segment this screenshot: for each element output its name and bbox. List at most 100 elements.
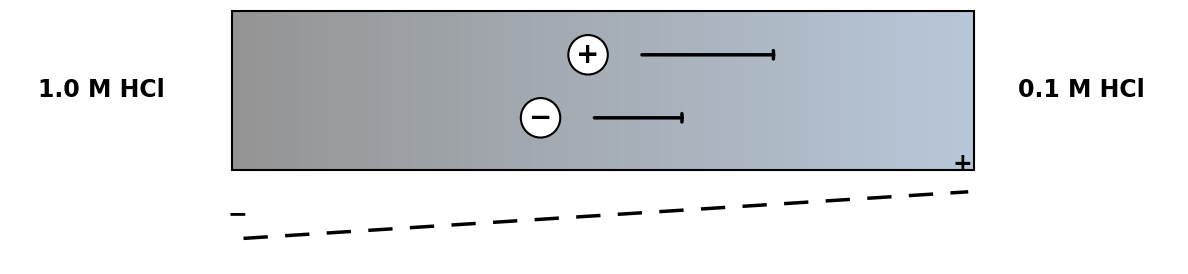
Bar xyxy=(853,11,855,170)
Bar xyxy=(284,11,286,170)
Bar xyxy=(807,11,809,170)
Bar xyxy=(937,11,940,170)
Bar xyxy=(756,11,758,170)
Bar xyxy=(265,11,267,170)
Bar xyxy=(479,11,481,170)
Bar xyxy=(965,11,967,170)
Bar xyxy=(255,11,258,170)
Bar xyxy=(858,11,860,170)
Bar xyxy=(615,11,618,170)
Bar xyxy=(862,11,865,170)
Bar xyxy=(664,11,666,170)
Bar xyxy=(607,11,609,170)
Bar xyxy=(251,11,253,170)
Bar xyxy=(627,11,630,170)
Bar xyxy=(670,11,672,170)
Bar xyxy=(271,11,273,170)
Bar xyxy=(380,11,383,170)
Bar xyxy=(874,11,877,170)
Bar xyxy=(334,11,336,170)
Bar xyxy=(872,11,874,170)
Bar xyxy=(614,11,617,170)
Bar xyxy=(353,11,355,170)
Bar xyxy=(539,11,542,170)
Bar xyxy=(390,11,392,170)
Bar xyxy=(803,11,805,170)
Bar xyxy=(304,11,307,170)
Bar xyxy=(318,11,321,170)
Bar xyxy=(697,11,700,170)
Bar xyxy=(666,11,669,170)
Bar xyxy=(442,11,444,170)
Bar xyxy=(883,11,885,170)
Bar xyxy=(569,11,571,170)
Bar xyxy=(328,11,330,170)
Bar xyxy=(895,11,897,170)
Bar xyxy=(315,11,317,170)
Bar xyxy=(242,11,245,170)
Bar xyxy=(239,11,241,170)
Bar xyxy=(264,11,266,170)
Bar xyxy=(383,11,385,170)
Bar xyxy=(905,11,908,170)
Bar xyxy=(911,11,914,170)
Bar xyxy=(526,11,530,170)
Bar xyxy=(782,11,784,170)
Bar xyxy=(881,11,884,170)
Bar xyxy=(859,11,861,170)
Bar xyxy=(772,11,775,170)
Bar xyxy=(628,11,631,170)
Bar xyxy=(285,11,287,170)
Bar xyxy=(763,11,765,170)
Bar xyxy=(785,11,788,170)
Bar xyxy=(577,11,580,170)
Bar xyxy=(658,11,661,170)
Bar xyxy=(747,11,750,170)
Bar xyxy=(259,11,261,170)
Ellipse shape xyxy=(520,98,561,138)
Bar xyxy=(599,11,601,170)
Bar xyxy=(532,11,535,170)
Bar xyxy=(866,11,868,170)
Bar xyxy=(716,11,719,170)
Bar xyxy=(588,11,590,170)
Bar xyxy=(718,11,720,170)
Bar xyxy=(248,11,251,170)
Bar xyxy=(291,11,293,170)
Bar xyxy=(789,11,791,170)
Bar xyxy=(954,11,956,170)
Bar xyxy=(311,11,314,170)
Bar xyxy=(378,11,381,170)
Bar xyxy=(579,11,581,170)
Bar xyxy=(314,11,316,170)
Bar xyxy=(393,11,396,170)
Bar xyxy=(802,11,804,170)
Bar xyxy=(321,11,323,170)
Bar xyxy=(777,11,779,170)
Ellipse shape xyxy=(568,35,608,75)
Bar xyxy=(466,11,468,170)
Bar xyxy=(459,11,461,170)
Bar xyxy=(790,11,792,170)
Bar xyxy=(367,11,369,170)
Bar xyxy=(688,11,690,170)
Bar xyxy=(571,11,574,170)
Bar xyxy=(529,11,531,170)
Bar xyxy=(531,11,533,170)
Bar xyxy=(963,11,966,170)
Bar xyxy=(267,11,270,170)
Bar xyxy=(564,11,567,170)
Bar xyxy=(960,11,962,170)
Bar xyxy=(701,11,703,170)
Bar xyxy=(430,11,432,170)
Bar xyxy=(645,11,649,170)
Bar xyxy=(317,11,320,170)
Bar xyxy=(620,11,623,170)
Bar xyxy=(707,11,709,170)
Bar xyxy=(703,11,706,170)
Bar xyxy=(734,11,737,170)
Bar xyxy=(463,11,466,170)
Bar xyxy=(820,11,822,170)
Bar xyxy=(369,11,372,170)
Bar xyxy=(842,11,845,170)
